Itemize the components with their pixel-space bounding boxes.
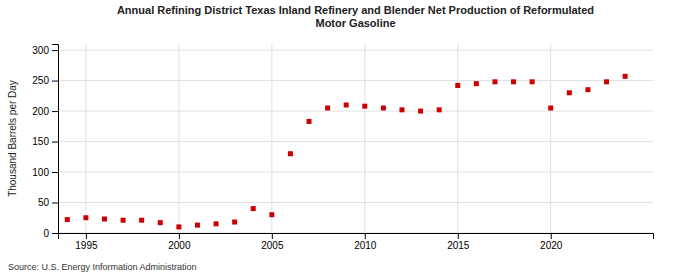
x-grid-line (85, 44, 86, 233)
point (344, 102, 349, 107)
title-line: Annual Refining District Texas Inland Re… (117, 4, 594, 16)
y-grid-line (58, 50, 653, 51)
point (176, 224, 181, 229)
tick-mark (52, 203, 58, 204)
chart-container: 1995 2000 2005 2010 2015 2020 0 50 100 150 200 250 3… (0, 0, 675, 275)
point (399, 107, 404, 112)
tick: 250 (32, 75, 58, 86)
point (585, 87, 590, 92)
x-grid-line (178, 44, 179, 233)
point (251, 206, 256, 211)
tick-label: 150 (32, 136, 49, 147)
tick-mark (179, 233, 180, 239)
tick-mark (52, 81, 58, 82)
y-grid-line (58, 172, 653, 173)
tick-label: 50 (38, 197, 50, 208)
point (232, 220, 237, 225)
tick: 1995 (75, 233, 98, 251)
x-grid-line (457, 44, 458, 233)
point (158, 220, 163, 225)
title-line: Motor Gasoline (315, 17, 395, 29)
tick: 2005 (261, 233, 284, 251)
x-grid-line (364, 44, 365, 233)
point (195, 223, 200, 228)
tick-label: 200 (32, 106, 49, 117)
point (381, 106, 386, 111)
tick-label: 2015 (447, 240, 470, 251)
y-grid-line (58, 141, 653, 142)
tick-label: 1995 (75, 240, 98, 251)
x-grid-line (271, 44, 272, 233)
point (269, 212, 274, 217)
tick-mark (272, 233, 273, 239)
tick: 100 (32, 167, 58, 178)
y-axis-label: Thousand Barrels per Day (7, 80, 18, 197)
tick-label: 2010 (354, 240, 377, 251)
point (455, 83, 460, 88)
y-grid-line (58, 111, 653, 112)
y-axis-line (52, 45, 59, 234)
tick-mark (551, 233, 552, 239)
point (530, 79, 535, 84)
tick: 0 (43, 228, 58, 239)
tick-label: 2020 (540, 240, 563, 251)
tick-label: 2000 (168, 240, 191, 251)
tick-mark (52, 142, 58, 143)
point (214, 221, 219, 226)
point (548, 106, 553, 111)
tick-label: 2005 (261, 240, 284, 251)
point (139, 218, 144, 223)
tick-label: 100 (32, 167, 49, 178)
point (102, 216, 107, 221)
y-grid-line (58, 202, 653, 203)
point (83, 215, 88, 220)
point (362, 104, 367, 109)
x-axis-line (59, 234, 654, 240)
grid (58, 44, 653, 233)
point (474, 81, 479, 86)
x-grid-line (550, 44, 551, 233)
x-axis: 1995 2000 2005 2010 2015 2020 (59, 233, 654, 251)
point (65, 217, 70, 222)
point (418, 109, 423, 114)
y-axis: 0 50 100 150 200 250 300 (32, 45, 58, 239)
plot-area (65, 74, 628, 230)
point (437, 107, 442, 112)
point (288, 151, 293, 156)
tick-mark (365, 233, 366, 239)
tick: 2010 (354, 233, 377, 251)
point (567, 90, 572, 95)
point (307, 119, 312, 124)
tick: 2020 (540, 233, 563, 251)
tick: 2015 (447, 233, 470, 251)
tick-label: 300 (32, 45, 49, 56)
point (604, 79, 609, 84)
point (492, 79, 497, 84)
tick: 2000 (168, 233, 191, 251)
point (511, 79, 516, 84)
annotation: Source: U.S. Energy Information Administ… (8, 262, 197, 272)
tick: 50 (38, 197, 58, 208)
tick-mark (52, 50, 58, 51)
tick-mark (458, 233, 459, 239)
tick-mark (52, 111, 58, 112)
tick-mark (52, 233, 58, 234)
tick: 150 (32, 136, 58, 147)
point (325, 106, 330, 111)
tick-mark (52, 172, 58, 173)
chart: 1995 2000 2005 2010 2015 2020 0 50 100 150 200 250 3… (0, 0, 675, 275)
tick-label: 0 (43, 228, 49, 239)
y-grid-line (58, 80, 653, 81)
tick: 200 (32, 106, 58, 117)
title: Annual Refining District Texas Inland Re… (117, 4, 594, 29)
tick-label: 250 (32, 75, 49, 86)
tick-mark (86, 233, 87, 239)
point (623, 74, 628, 79)
tick: 300 (32, 45, 58, 56)
point (121, 218, 126, 223)
